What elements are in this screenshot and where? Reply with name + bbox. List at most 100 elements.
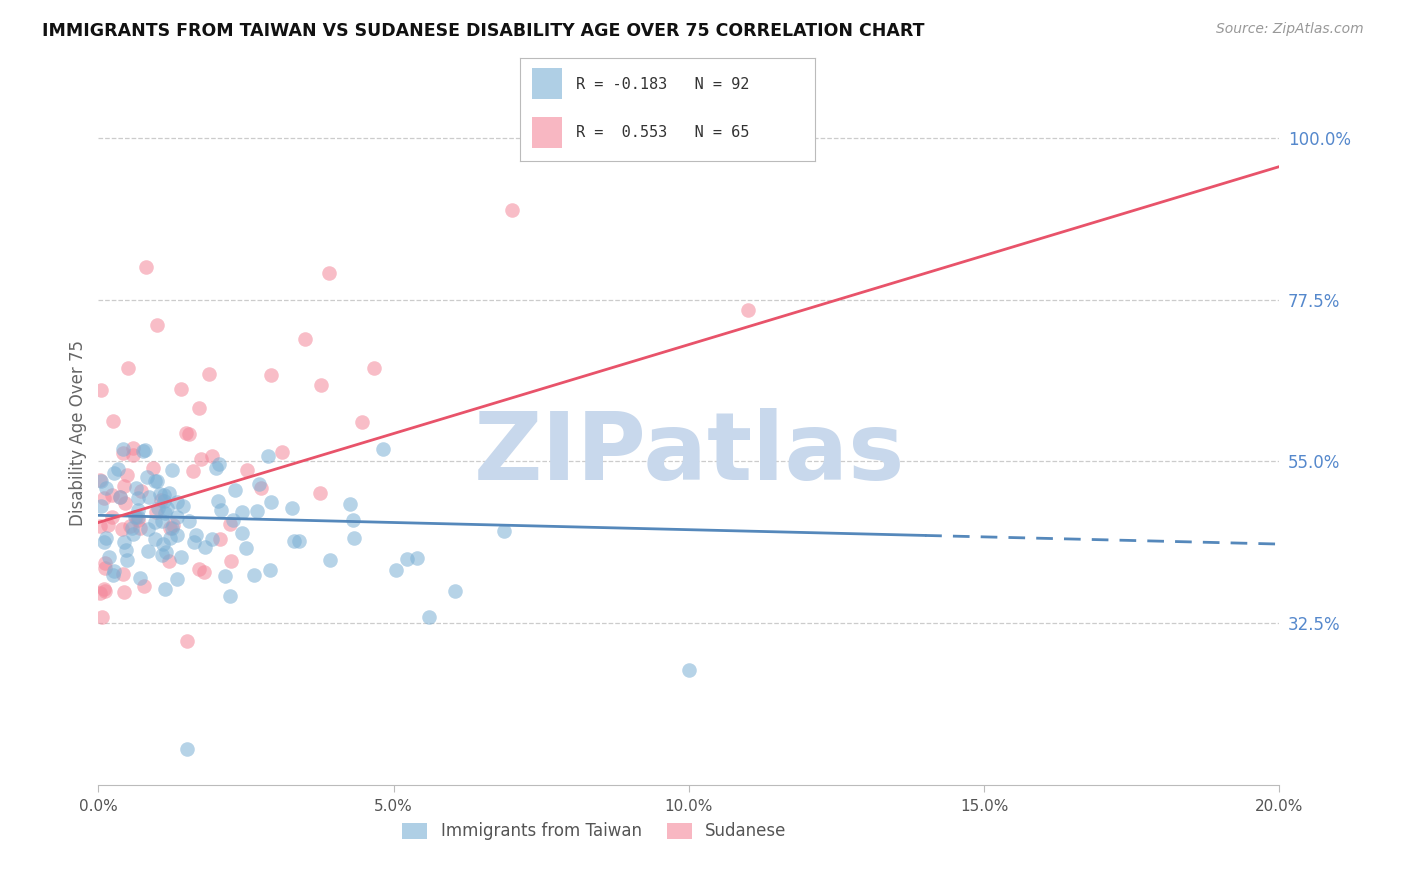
Point: [94, 560, 117, 574]
Point: [246, 504, 269, 518]
Point: [260, 368, 283, 382]
Point: [108, 490, 131, 504]
Point: [121, 442, 143, 456]
Point: [406, 551, 429, 566]
Point: [155, 507, 177, 521]
Point: [112, 478, 135, 492]
Point: [737, 303, 759, 318]
Point: [201, 450, 224, 464]
Point: [177, 514, 200, 528]
Point: [501, 202, 523, 217]
Point: [259, 563, 281, 577]
Point: [181, 465, 204, 479]
Point: [114, 495, 136, 509]
Point: [208, 532, 231, 546]
Point: [134, 579, 156, 593]
Point: [176, 426, 198, 441]
Point: [385, 563, 408, 577]
Point: [184, 528, 207, 542]
Point: [146, 500, 169, 515]
Point: [288, 534, 311, 549]
Point: [89, 586, 111, 600]
Point: [339, 497, 361, 511]
Point: [125, 510, 148, 524]
Point: [231, 505, 253, 519]
Text: ZIPatlas: ZIPatlas: [474, 408, 904, 500]
Point: [93, 535, 115, 549]
Point: [260, 495, 283, 509]
Point: [236, 463, 259, 477]
Point: [127, 513, 149, 527]
Point: [166, 527, 188, 541]
Point: [111, 442, 134, 457]
Point: [97, 549, 120, 564]
Point: [146, 318, 169, 332]
Point: [193, 565, 215, 579]
Point: [166, 572, 188, 586]
Point: [135, 260, 157, 275]
Point: [145, 532, 167, 546]
Point: [93, 582, 115, 597]
Point: [100, 510, 122, 524]
Text: R =  0.553   N = 65: R = 0.553 N = 65: [576, 126, 749, 140]
Point: [129, 483, 152, 498]
Point: [342, 513, 364, 527]
Point: [169, 382, 191, 396]
Point: [121, 526, 143, 541]
Point: [125, 481, 148, 495]
Point: [150, 549, 173, 563]
Point: [179, 427, 201, 442]
Point: [162, 518, 184, 533]
Point: [129, 571, 152, 585]
Legend: Immigrants from Taiwan, Sudanese: Immigrants from Taiwan, Sudanese: [395, 816, 793, 847]
Point: [97, 518, 120, 533]
Point: [101, 414, 124, 428]
Text: Source: ZipAtlas.com: Source: ZipAtlas.com: [1216, 22, 1364, 37]
Point: [108, 490, 131, 504]
Point: [309, 377, 332, 392]
Point: [678, 663, 700, 677]
Point: [209, 502, 232, 516]
Point: [156, 501, 179, 516]
Point: [194, 540, 217, 554]
Point: [132, 444, 155, 458]
Point: [231, 526, 253, 541]
Point: [188, 562, 211, 576]
Y-axis label: Disability Age Over 75: Disability Age Over 75: [69, 340, 87, 525]
Point: [112, 584, 135, 599]
Point: [124, 510, 146, 524]
Point: [103, 568, 125, 582]
Point: [128, 521, 150, 535]
Point: [281, 500, 304, 515]
Text: IMMIGRANTS FROM TAIWAN VS SUDANESE DISABILITY AGE OVER 75 CORRELATION CHART: IMMIGRANTS FROM TAIWAN VS SUDANESE DISAB…: [42, 22, 925, 40]
Point: [90, 474, 112, 488]
Point: [343, 531, 366, 545]
Point: [157, 554, 180, 568]
Point: [103, 565, 125, 579]
Point: [127, 491, 149, 505]
Point: [153, 494, 176, 508]
Point: [96, 531, 118, 545]
Point: [283, 533, 305, 548]
Point: [101, 488, 124, 502]
Point: [319, 553, 342, 567]
Point: [118, 519, 141, 533]
Point: [145, 474, 167, 488]
Point: [418, 610, 440, 624]
Point: [197, 367, 219, 381]
Point: [136, 522, 159, 536]
Point: [90, 610, 112, 624]
Point: [90, 499, 112, 513]
Point: [395, 552, 418, 566]
Point: [135, 470, 157, 484]
Point: [243, 567, 266, 582]
Point: [112, 535, 135, 549]
Point: [152, 487, 174, 501]
Point: [172, 500, 194, 514]
Point: [308, 486, 330, 500]
Point: [235, 541, 257, 556]
Point: [208, 458, 231, 472]
Point: [93, 556, 115, 570]
Point: [117, 360, 139, 375]
Point: [494, 524, 516, 538]
